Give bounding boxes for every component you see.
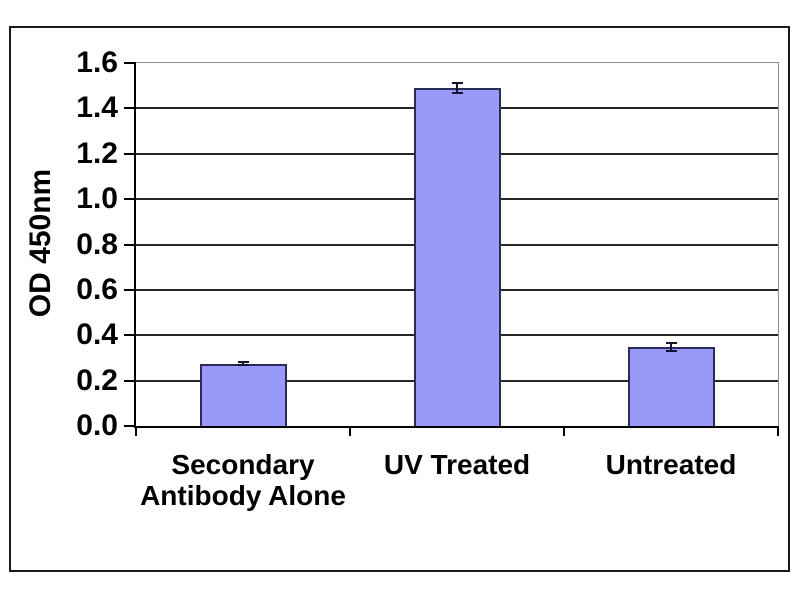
y-tick-label: 1.6 — [76, 46, 118, 79]
y-tick — [124, 62, 136, 64]
error-bar-line — [456, 82, 458, 93]
x-category-label: UV Treated — [383, 449, 531, 480]
y-tick — [124, 107, 136, 110]
y-tick — [124, 152, 136, 155]
y-tick — [124, 379, 136, 382]
error-bar-cap — [237, 361, 249, 364]
y-tick-label: 0.6 — [76, 272, 118, 306]
x-tick — [135, 426, 137, 436]
error-bar-line — [670, 342, 672, 351]
y-tick-label: 0.4 — [76, 318, 118, 352]
y-tick-label: 1.4 — [76, 91, 118, 125]
x-category-label: Untreated — [605, 449, 737, 480]
x-tick — [563, 426, 565, 436]
x-category-label: Secondary Antibody Alone — [140, 449, 346, 511]
x-tick — [777, 426, 779, 436]
error-bar-cap — [451, 91, 463, 94]
plot-area — [134, 62, 779, 428]
y-tick-label: 1.2 — [76, 136, 118, 170]
y-tick-label: 0.0 — [76, 409, 118, 442]
error-bar-line — [242, 362, 244, 365]
y-tick — [124, 198, 136, 201]
y-tick — [124, 334, 136, 337]
y-tick-label: 1.0 — [76, 182, 118, 216]
y-tick — [124, 288, 136, 291]
error-bar-cap — [237, 363, 249, 366]
bar — [413, 88, 501, 426]
error-bar-cap — [451, 81, 463, 84]
bar — [627, 347, 715, 426]
x-tick — [349, 426, 351, 436]
error-bar-cap — [665, 341, 677, 344]
y-tick-label: 0.2 — [76, 363, 118, 397]
y-tick-label: 0.8 — [76, 227, 118, 261]
error-bar-cap — [665, 349, 677, 352]
y-tick — [124, 243, 136, 246]
bar — [199, 364, 287, 426]
y-tick — [124, 425, 136, 427]
